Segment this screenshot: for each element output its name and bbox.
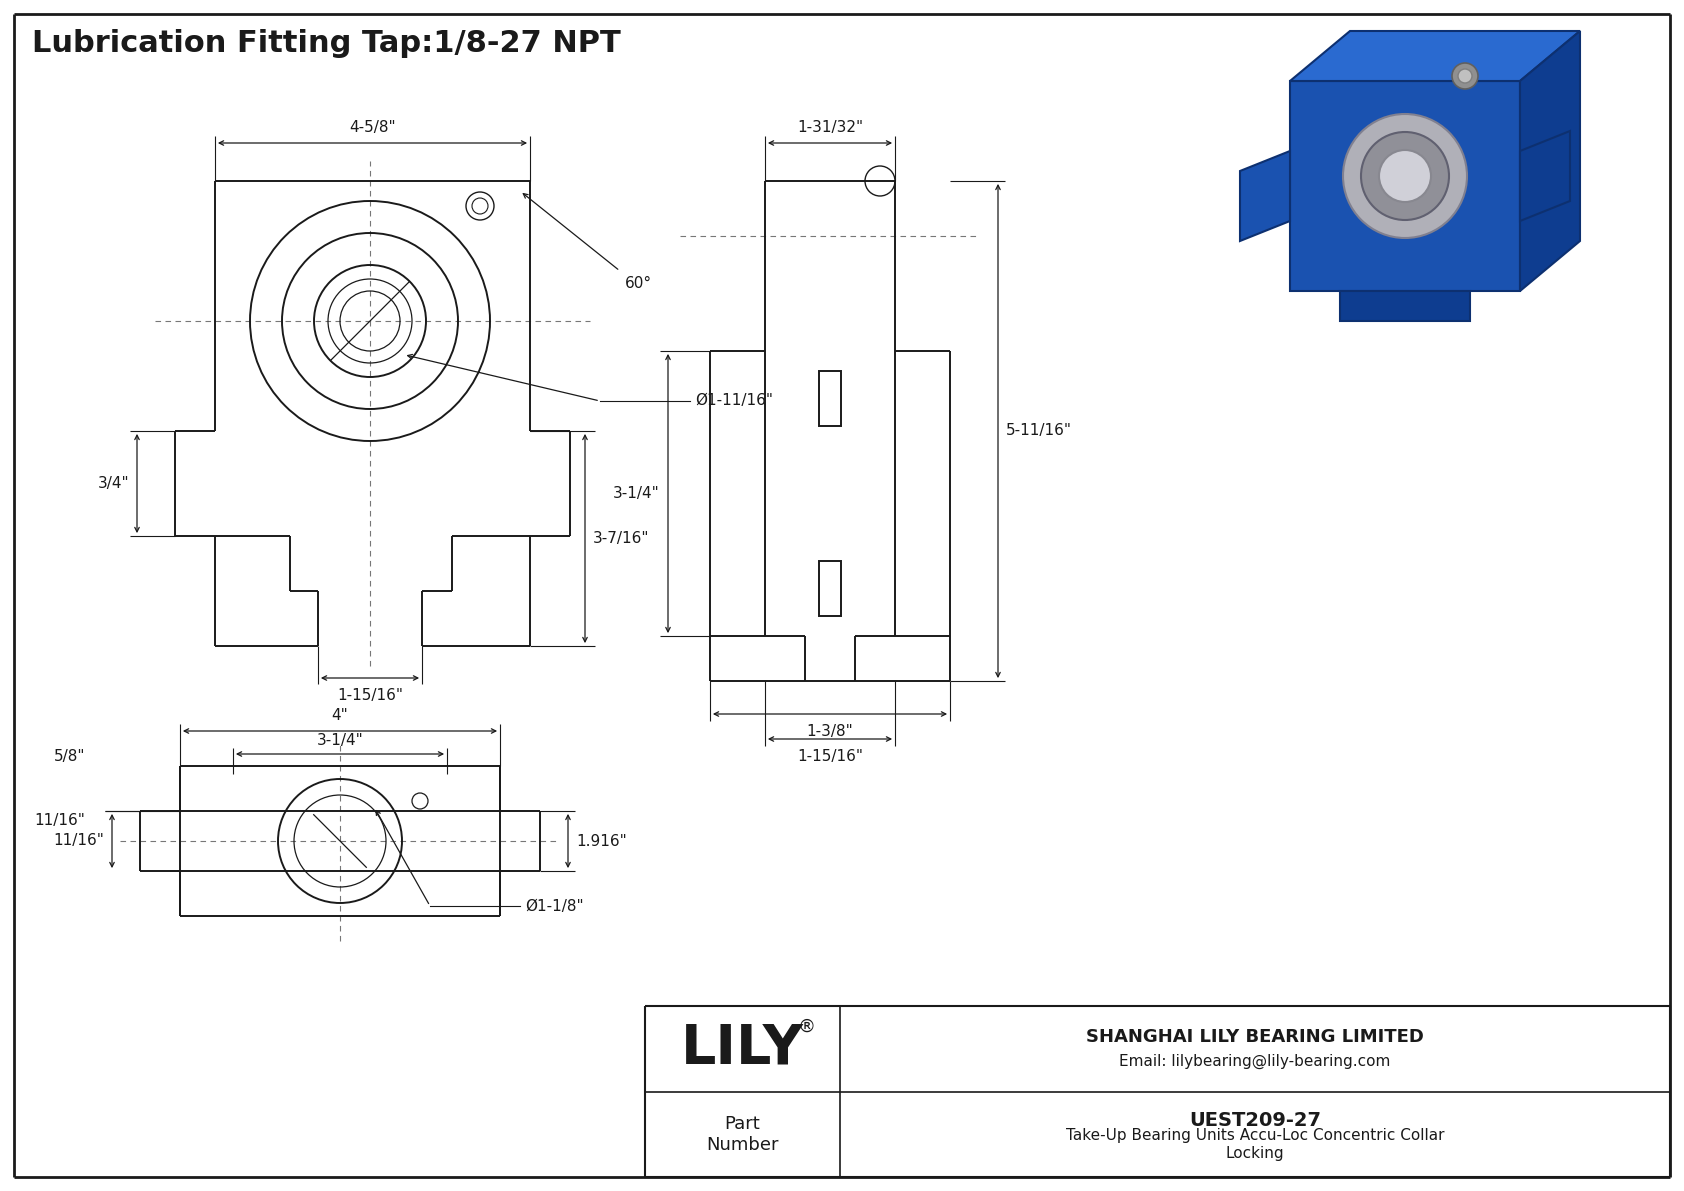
Circle shape (1458, 69, 1472, 83)
Polygon shape (1340, 291, 1470, 322)
Polygon shape (1290, 81, 1521, 291)
Text: 1.916": 1.916" (576, 834, 626, 848)
Text: 60°: 60° (625, 276, 652, 291)
Text: LILY: LILY (680, 1022, 803, 1075)
Text: 1-31/32": 1-31/32" (797, 120, 864, 135)
Text: 3-1/4": 3-1/4" (613, 486, 660, 501)
Text: 11/16": 11/16" (34, 813, 84, 829)
Text: 3-1/4": 3-1/4" (317, 732, 364, 748)
Circle shape (1344, 114, 1467, 238)
Text: 1-15/16": 1-15/16" (337, 688, 402, 703)
Text: 3-7/16": 3-7/16" (593, 531, 650, 545)
Polygon shape (1521, 131, 1569, 222)
Polygon shape (1239, 151, 1290, 241)
Polygon shape (1290, 31, 1580, 81)
Text: 5/8": 5/8" (54, 748, 84, 763)
Text: UEST209-27: UEST209-27 (1189, 1111, 1320, 1130)
Text: Ø1-11/16": Ø1-11/16" (695, 393, 773, 409)
Text: SHANGHAI LILY BEARING LIMITED: SHANGHAI LILY BEARING LIMITED (1086, 1028, 1425, 1046)
Text: 4": 4" (332, 707, 349, 723)
Bar (818, 561, 840, 616)
Text: 3/4": 3/4" (98, 476, 130, 491)
Text: 5-11/16": 5-11/16" (1005, 424, 1073, 438)
Text: Ø1-1/8": Ø1-1/8" (525, 898, 584, 913)
Text: 1-3/8": 1-3/8" (807, 724, 854, 738)
Circle shape (1361, 132, 1448, 220)
Bar (818, 372, 840, 426)
Text: Lubrication Fitting Tap:1/8-27 NPT: Lubrication Fitting Tap:1/8-27 NPT (32, 29, 621, 57)
Text: 1-15/16": 1-15/16" (797, 749, 862, 763)
Text: Take-Up Bearing Units Accu-Loc Concentric Collar
Locking: Take-Up Bearing Units Accu-Loc Concentri… (1066, 1128, 1445, 1161)
Circle shape (1379, 150, 1431, 202)
Circle shape (1452, 63, 1479, 89)
Text: 11/16": 11/16" (54, 834, 104, 848)
Text: Email: lilybearing@lily-bearing.com: Email: lilybearing@lily-bearing.com (1120, 1053, 1391, 1068)
Text: 4-5/8": 4-5/8" (349, 120, 396, 135)
Text: Part
Number: Part Number (706, 1115, 778, 1154)
Polygon shape (1521, 31, 1580, 291)
Text: ®: ® (797, 1018, 815, 1036)
